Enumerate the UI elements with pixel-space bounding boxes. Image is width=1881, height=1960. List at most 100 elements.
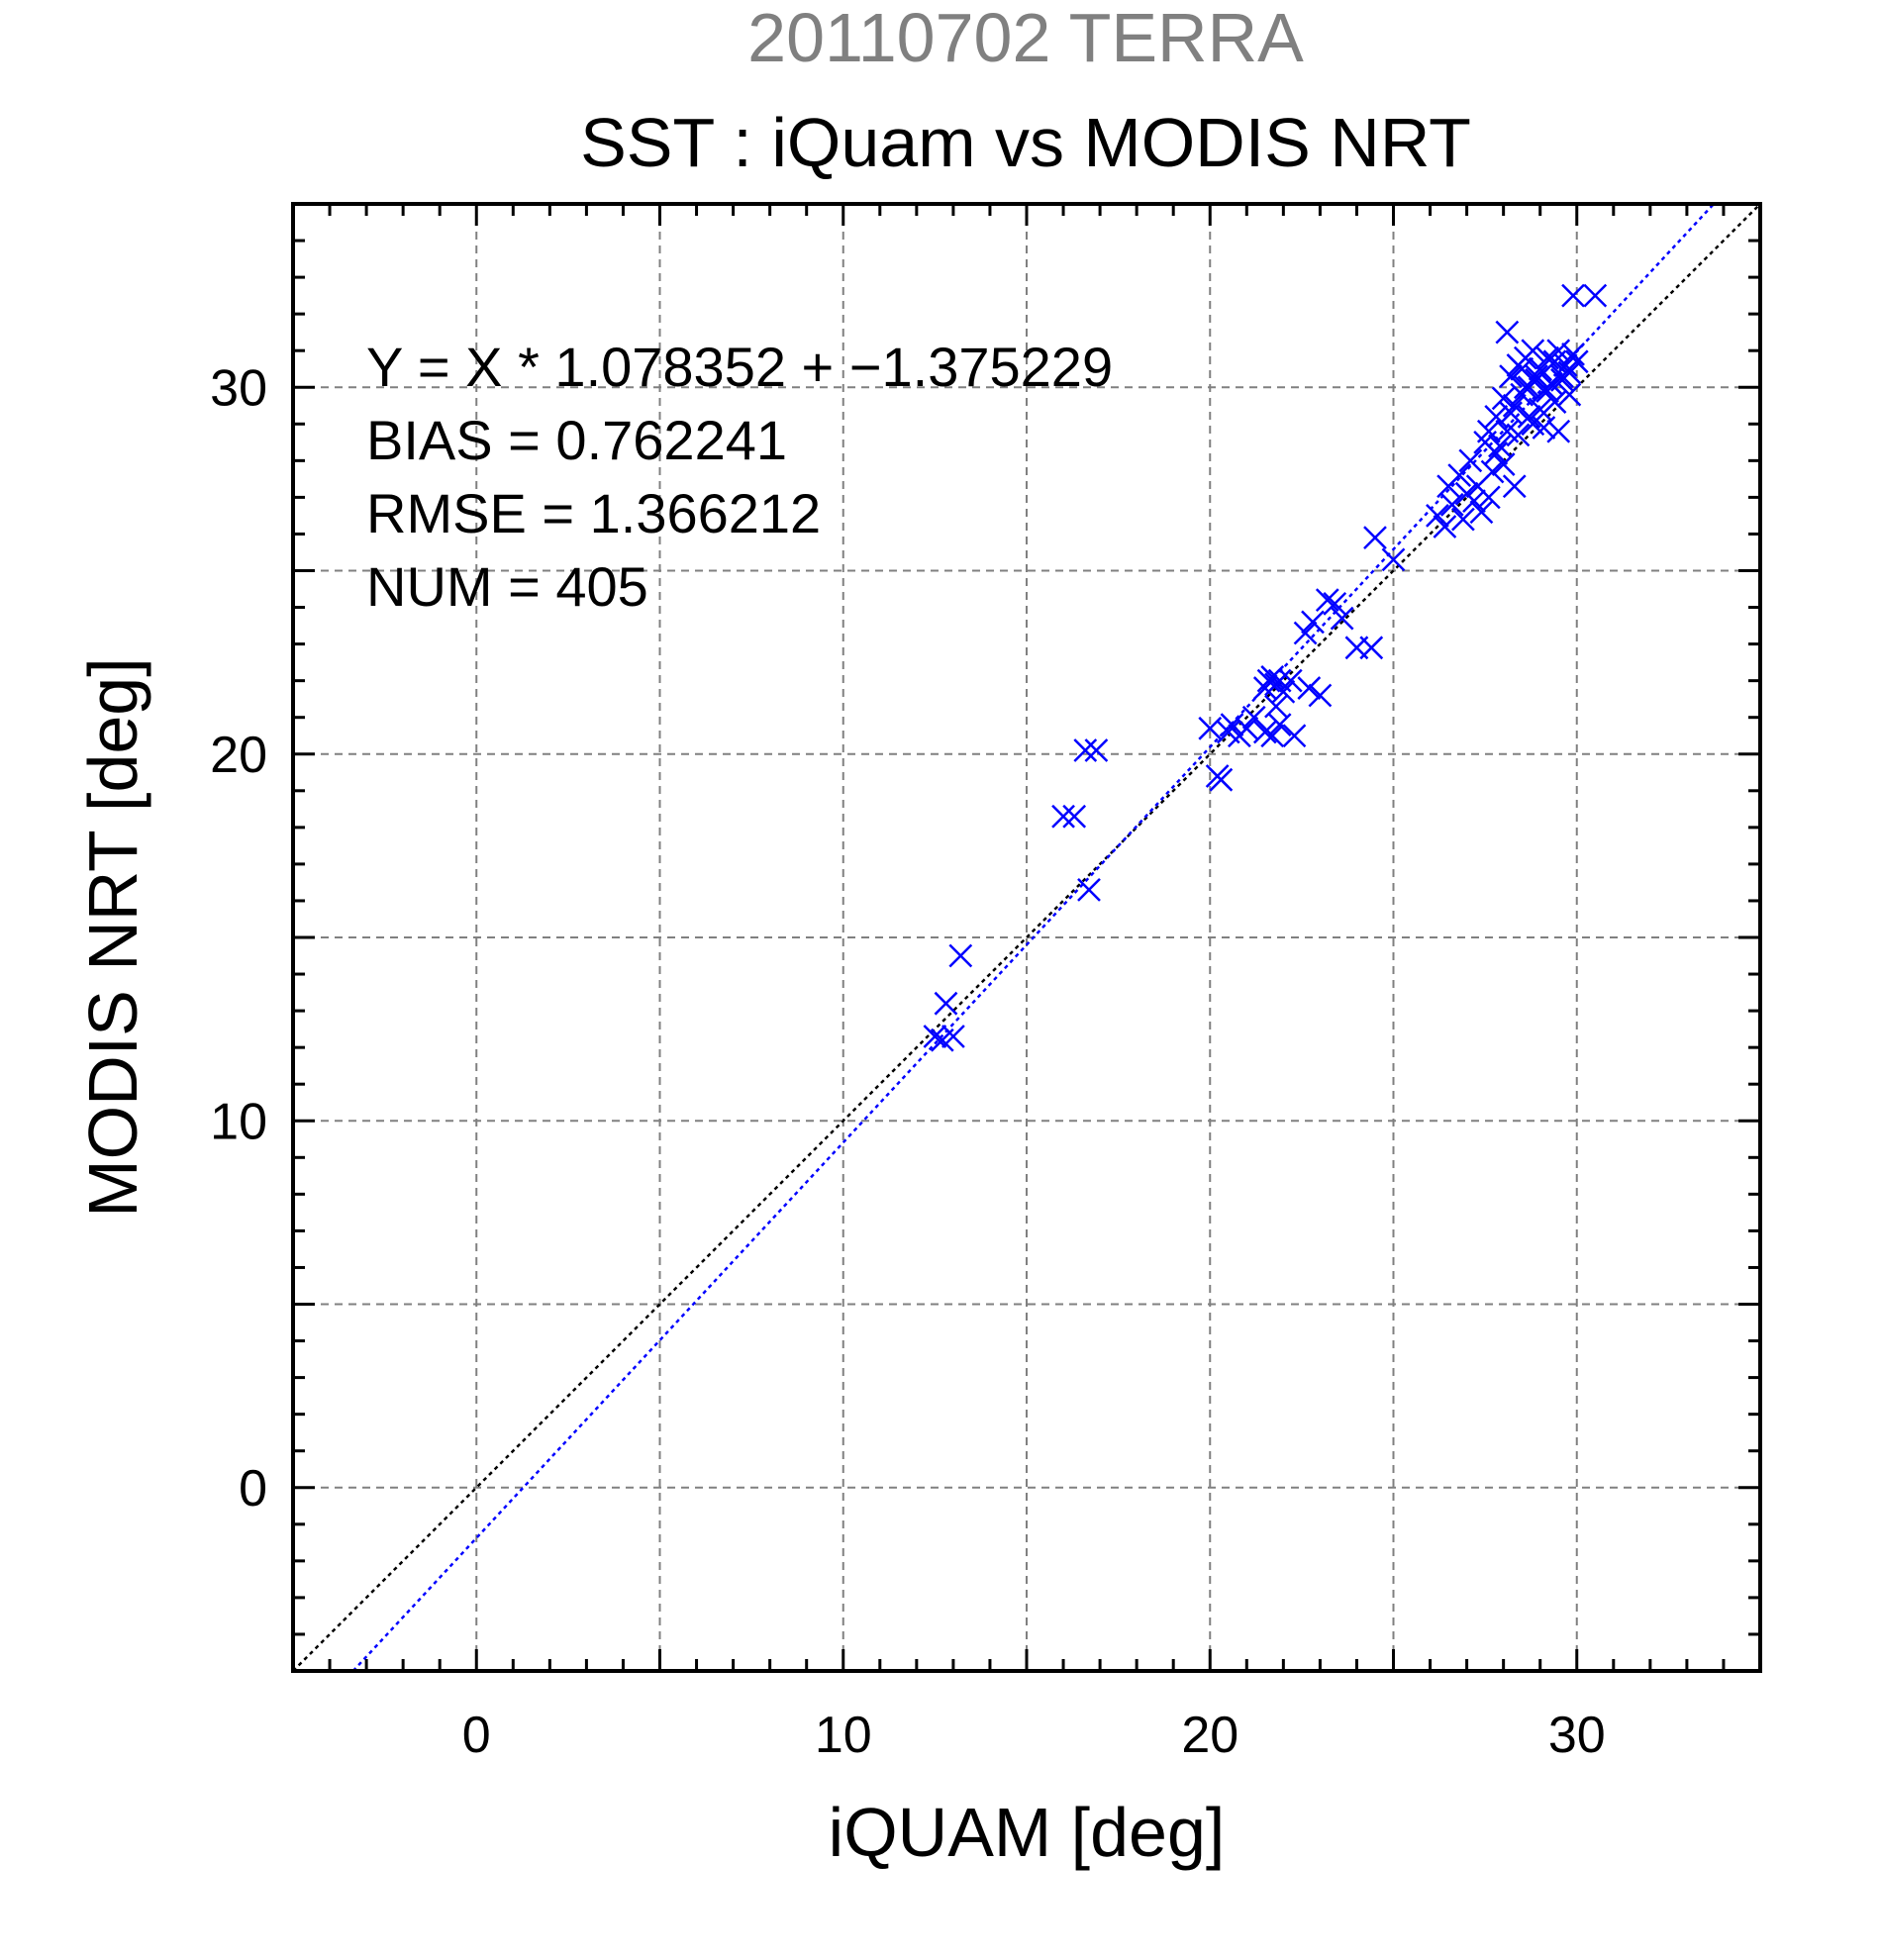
marker-stroke [1557, 382, 1582, 407]
data-point [1084, 738, 1109, 762]
plot-frame [291, 202, 1762, 1673]
chart-supertitle: 20110702 TERRA [747, 0, 1304, 76]
data-point [1077, 877, 1101, 902]
data-point [1499, 364, 1523, 389]
y-tick-label: 30 [210, 359, 267, 417]
marker-stroke [1198, 716, 1223, 740]
marker-stroke [1252, 720, 1277, 744]
marker-stroke [1546, 419, 1571, 443]
data-point [1484, 441, 1509, 465]
x-tick-label: 20 [1181, 1707, 1238, 1764]
marker-stroke [1220, 713, 1244, 736]
data-point [934, 991, 958, 1016]
marker-stroke [1528, 397, 1552, 422]
data-point [1480, 459, 1505, 484]
data-point [1297, 676, 1322, 700]
data-point [1532, 416, 1556, 440]
marker-stroke [1521, 412, 1545, 437]
marker-stroke [1532, 416, 1556, 440]
marker-stroke [1469, 500, 1494, 525]
marker-stroke [1426, 504, 1449, 528]
marker-stroke [1495, 419, 1520, 443]
marker-stroke [1209, 767, 1234, 792]
data-point [1359, 636, 1384, 660]
marker-stroke [1301, 610, 1325, 635]
data-point [1301, 610, 1325, 635]
marker-stroke [1488, 434, 1512, 458]
data-point [1538, 371, 1563, 396]
y-tick-label: 10 [210, 1093, 267, 1150]
data-point [1260, 665, 1285, 689]
marker-stroke [1535, 345, 1559, 370]
marker-stroke [1062, 804, 1087, 829]
data-point [1051, 804, 1075, 829]
data-point [1476, 419, 1501, 443]
marker-stroke [1480, 459, 1505, 484]
marker-stroke [1499, 401, 1523, 426]
marker-stroke [1323, 591, 1347, 616]
data-point [1426, 504, 1449, 528]
marker-stroke [941, 1025, 965, 1048]
marker-stroke [1561, 343, 1585, 366]
marker-stroke [1264, 694, 1288, 719]
data-point [1264, 694, 1288, 719]
marker-stroke [1330, 606, 1354, 631]
data-point [1521, 339, 1545, 363]
data-point [1546, 339, 1571, 363]
data-point [1220, 713, 1244, 736]
data-point [1209, 767, 1234, 792]
data-point [1476, 485, 1501, 510]
tick-labels: 0 10 20 30 0 10 20 30 [210, 359, 1606, 1764]
marker-stroke [1282, 724, 1307, 748]
data-point [1561, 343, 1585, 366]
data-point [1241, 705, 1266, 730]
data-point [1451, 507, 1475, 532]
marker-stroke [1506, 423, 1531, 447]
marker-stroke [934, 991, 958, 1016]
x-tick-label: 0 [462, 1707, 491, 1764]
marker-stroke [1267, 713, 1292, 736]
data-point [1062, 804, 1087, 829]
data-point [1381, 547, 1406, 572]
y-axis-label: MODIS NRT [deg] [74, 657, 151, 1217]
data-point [1235, 716, 1259, 740]
marker-stroke [1308, 683, 1333, 708]
x-tick-label: 30 [1548, 1707, 1606, 1764]
marker-stroke [1235, 716, 1259, 740]
marker-stroke [1491, 386, 1516, 411]
marker-stroke [1484, 441, 1509, 465]
y-tick-label: 0 [239, 1460, 267, 1518]
data-point [1433, 515, 1457, 539]
marker-stroke [1260, 724, 1285, 748]
data-point [1315, 588, 1339, 613]
marker-stroke [1528, 356, 1552, 381]
marker-stroke [1315, 588, 1339, 613]
marker-stroke [1271, 679, 1296, 704]
data-point [948, 943, 973, 968]
data-point [1293, 621, 1318, 645]
data-point [1525, 364, 1548, 389]
data-point [1557, 382, 1582, 407]
x-tick-label: 10 [815, 1707, 872, 1764]
rmse-value: RMSE = 1.366212 [366, 482, 821, 544]
data-point [1488, 434, 1512, 458]
data-point [1564, 349, 1589, 374]
marker-stroke [1538, 371, 1563, 396]
data-point [1495, 320, 1520, 344]
data-point [941, 1025, 965, 1048]
marker-stroke [1458, 448, 1483, 473]
marker-stroke [1583, 283, 1608, 308]
data-point [1462, 489, 1486, 513]
data-point [1535, 345, 1559, 370]
marker-stroke [1517, 405, 1541, 429]
data-point [1363, 526, 1387, 550]
marker-stroke [1267, 668, 1292, 693]
data-point [1561, 283, 1585, 308]
data-point [1073, 738, 1098, 762]
marker-stroke [1051, 804, 1075, 829]
marker-stroke [1476, 485, 1501, 510]
data-point [1502, 474, 1527, 499]
marker-stroke [1381, 547, 1406, 572]
data-point [1308, 683, 1333, 708]
data-point [1528, 356, 1552, 381]
